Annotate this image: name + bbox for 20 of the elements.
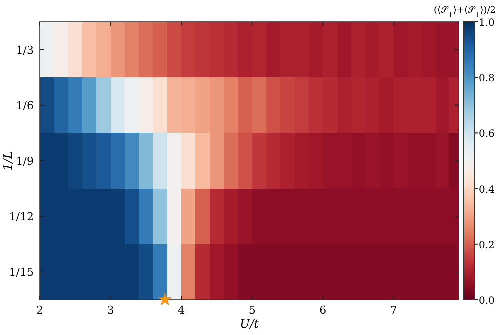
y-tick-label: 1/3 <box>16 44 34 57</box>
color-bar-label: 0.2 <box>479 240 495 252</box>
x-tick-label: 7 <box>390 304 398 317</box>
x-tick-label: 6 <box>320 304 327 317</box>
x-tick-label: 2 <box>36 304 44 317</box>
color-bar-title: (⟨𝒮$_{↑}$⟩+⟨𝒮$_{↓}$⟩)/2 <box>434 6 496 18</box>
color-bar-label: 1.0 <box>479 18 495 29</box>
y-tick-label: 1/12 <box>9 210 34 224</box>
x-tick-label: 3 <box>107 304 114 317</box>
x-axis-title: U/t <box>240 317 260 331</box>
y-tick-label: 1/9 <box>16 155 34 168</box>
y-axis-title: 1/L <box>1 151 15 171</box>
y-tick-label: 1/15 <box>9 266 34 280</box>
x-tick-label: 4 <box>178 304 186 317</box>
x-tick-label: 5 <box>248 304 256 317</box>
color-bar-label: 0.6 <box>479 129 495 140</box>
color-bar-label: 0.4 <box>479 184 495 196</box>
color-bar-label: 0.8 <box>479 74 495 85</box>
color-bar-label: 0.0 <box>479 296 495 307</box>
y-tick-label: 1/6 <box>16 99 34 112</box>
